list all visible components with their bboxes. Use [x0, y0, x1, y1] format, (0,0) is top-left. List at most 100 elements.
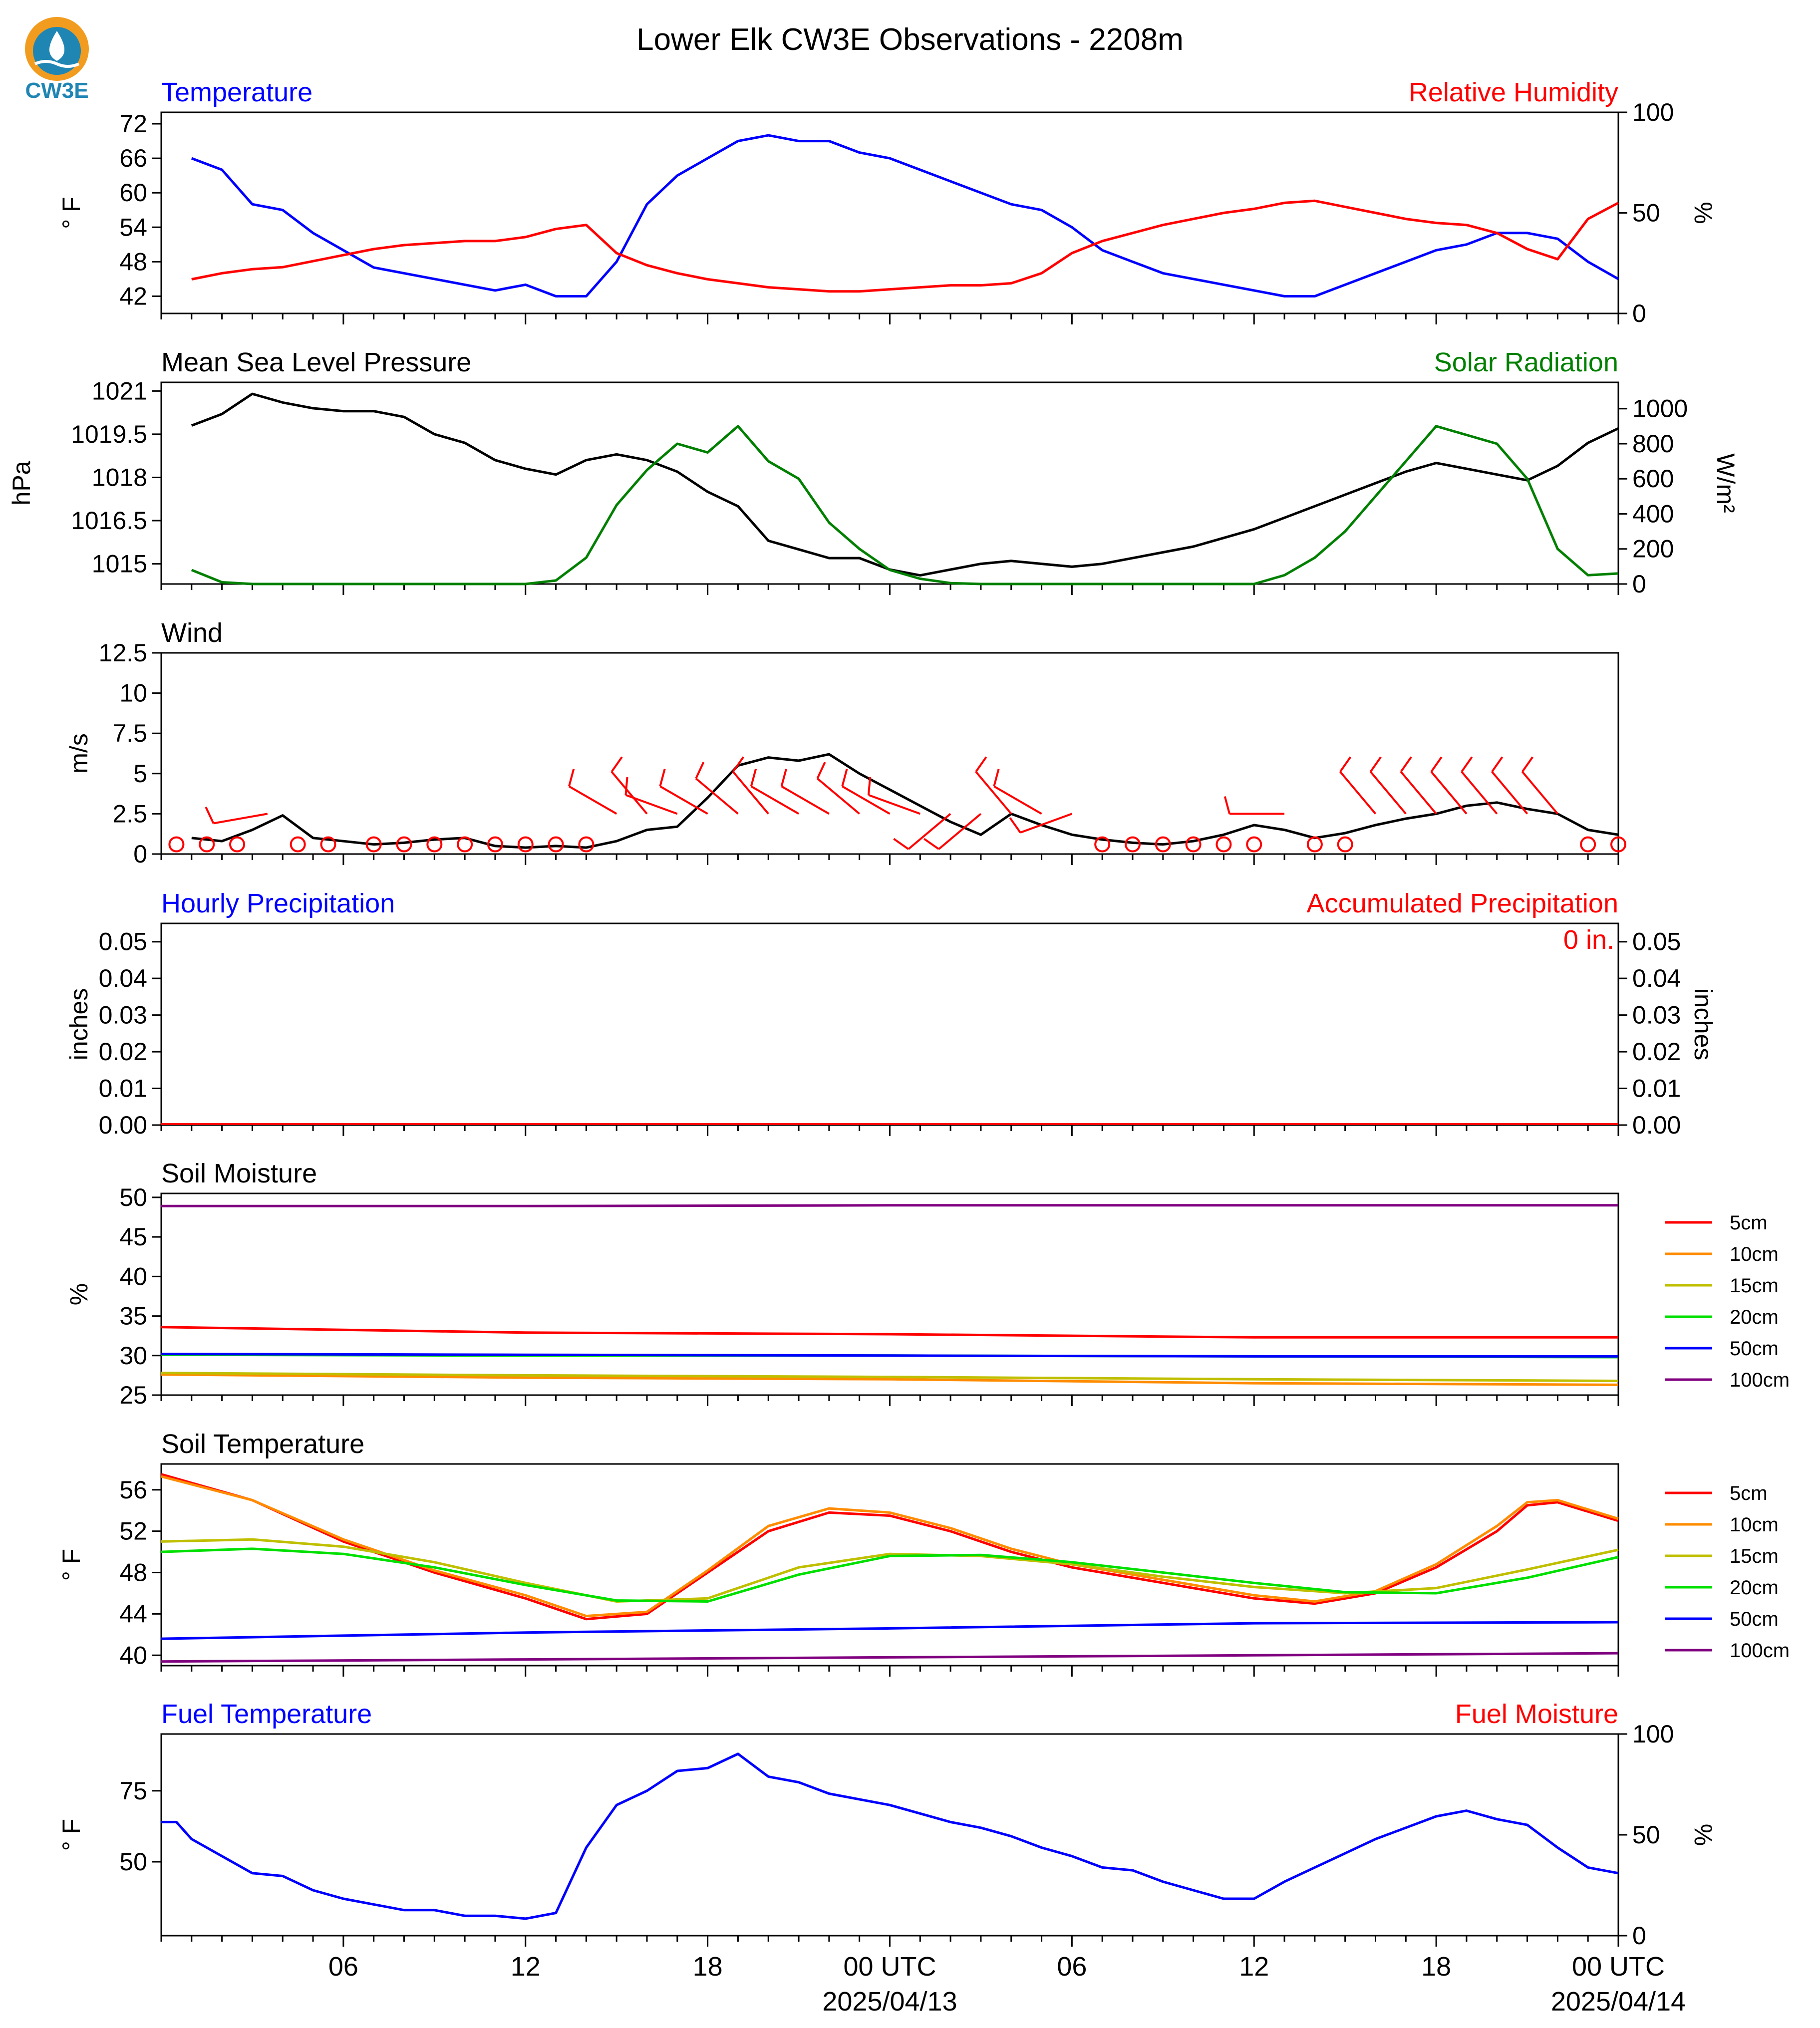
series-line-10cm [161, 1475, 1619, 1618]
calm-wind-marker [1337, 836, 1353, 853]
wind-barb [908, 813, 951, 850]
panel-5: Soil Temperature 40 44 48 52 56 ° F 5cm 10cm 15cm… [57, 1429, 1790, 1677]
y-tick-label: 25 [119, 1381, 147, 1409]
x-tick-label: 06 [328, 1952, 358, 1982]
logo-text: CW3E [25, 78, 88, 103]
cw3e-logo: CW3E [25, 17, 89, 103]
wind-barb [213, 813, 268, 825]
wind-barb [1521, 771, 1558, 815]
y-right-tick-label: 0 [1632, 299, 1646, 327]
y-tick-label: 0.01 [99, 1075, 147, 1103]
legend-label: 15cm [1730, 1545, 1779, 1567]
wind-barb-flag [975, 756, 987, 773]
y-right-tick-label: 200 [1632, 535, 1674, 563]
wind-barb [1461, 771, 1498, 815]
calm-wind-marker [578, 836, 595, 853]
y-right-tick-label: 0 [1632, 570, 1646, 598]
x-tick-label: 00 UTC [1572, 1952, 1665, 1982]
calm-wind-marker [457, 836, 473, 853]
y-right-axis-label: % [1689, 202, 1717, 224]
panel-title-left: Fuel Temperature [161, 1699, 372, 1729]
y-right-tick-label: 0 [1632, 1922, 1646, 1950]
series-line-5cm [161, 1473, 1619, 1621]
legend-label: 50cm [1730, 1608, 1779, 1630]
y-axis-label: m/s [65, 733, 93, 774]
y-right-tick-label: 0.01 [1632, 1075, 1681, 1103]
y-tick-label: 1018 [92, 463, 147, 491]
wind-barb-flag [1400, 756, 1412, 773]
wind-barb [1370, 771, 1407, 815]
panel-0: Temperature Relative Humidity 42 48 54 60 66 72… [57, 77, 1717, 327]
y-tick-label: 0.04 [99, 964, 147, 992]
panel-3: Hourly Precipitation Accumulated Precipit… [65, 888, 1717, 1139]
wind-barb-flag [659, 769, 666, 787]
panel-title-left: Hourly Precipitation [161, 888, 395, 918]
series-line-20cm [161, 1547, 1619, 1603]
legend-label: 50cm [1730, 1338, 1779, 1360]
wind-barb [568, 785, 617, 815]
series-line-mean-sea-level-pressure [191, 392, 1619, 577]
wind-barb-flag [610, 756, 623, 773]
calm-wind-marker [320, 836, 336, 853]
y-tick-label: 40 [119, 1262, 147, 1290]
legend-label: 10cm [1730, 1514, 1779, 1536]
y-right-tick-label: 0.03 [1632, 1001, 1681, 1029]
y-right-axis-label: % [1689, 1824, 1717, 1846]
y-right-tick-label: 0.00 [1632, 1111, 1681, 1139]
y-right-axis-label: inches [1689, 988, 1717, 1061]
wind-barb-flag [1369, 756, 1382, 773]
calm-wind-marker [548, 836, 564, 853]
calm-wind-marker [1125, 836, 1141, 853]
calm-wind-marker [199, 836, 215, 853]
y-tick-label: 1015 [92, 550, 147, 578]
calm-wind-marker [1185, 836, 1202, 853]
y-tick-label: 0.00 [99, 1111, 147, 1139]
series-line-50cm [161, 1621, 1619, 1640]
y-tick-label: 7.5 [112, 719, 147, 747]
wind-barb [975, 771, 1012, 815]
y-tick-label: 1021 [92, 377, 147, 405]
wind-barb-flag [750, 769, 757, 787]
y-right-tick-label: 800 [1632, 430, 1674, 458]
wind-barb [938, 813, 982, 850]
y-right-tick-label: 100 [1632, 1720, 1674, 1748]
y-axis-label: ° F [57, 197, 85, 229]
calm-wind-marker [1155, 836, 1171, 853]
y-tick-label: 0 [133, 840, 147, 868]
y-tick-label: 52 [119, 1517, 147, 1545]
y-right-tick-label: 0.02 [1632, 1038, 1681, 1066]
legend-label: 20cm [1730, 1577, 1779, 1599]
legend-label: 5cm [1730, 1212, 1768, 1234]
panels: Temperature Relative Humidity 42 48 54 60 66 72… [7, 77, 1790, 2017]
y-axis-label: hPa [7, 461, 35, 505]
wind-barb [1400, 771, 1437, 815]
legend-label: 5cm [1730, 1482, 1768, 1504]
calm-wind-marker [1246, 836, 1262, 853]
wind-barb-flag [1430, 756, 1443, 773]
series-line-50cm [161, 1353, 1618, 1358]
panel-2: Wind 0 2.5 5 7.5 10 12.5 m/s [65, 618, 1626, 868]
wind-barb-flag [695, 762, 705, 779]
y-tick-label: 35 [119, 1302, 147, 1330]
wind-barb [1430, 771, 1468, 815]
y-tick-label: 1016.5 [71, 507, 147, 535]
wind-barb-flag [205, 807, 215, 824]
wind-barb [1491, 771, 1528, 815]
x-tick-label: 18 [693, 1952, 723, 1982]
y-right-tick-label: 400 [1632, 500, 1674, 528]
series-line-relative-humidity [191, 199, 1619, 293]
calm-wind-marker [365, 836, 382, 853]
wind-barb [625, 794, 678, 815]
y-tick-label: 2.5 [112, 800, 147, 828]
y-tick-label: 48 [119, 248, 147, 276]
y-axis-label: inches [65, 988, 93, 1061]
y-tick-label: 0.05 [99, 928, 147, 956]
panel-1: Mean Sea Level Pressure Solar Radiation 10… [7, 347, 1740, 598]
calm-wind-marker [1094, 836, 1111, 853]
series-line-solar-radiation [191, 425, 1619, 585]
wind-barb [695, 778, 739, 815]
y-tick-label: 60 [119, 179, 147, 207]
wind-barb [732, 771, 769, 815]
y-tick-label: 0.03 [99, 1001, 147, 1029]
